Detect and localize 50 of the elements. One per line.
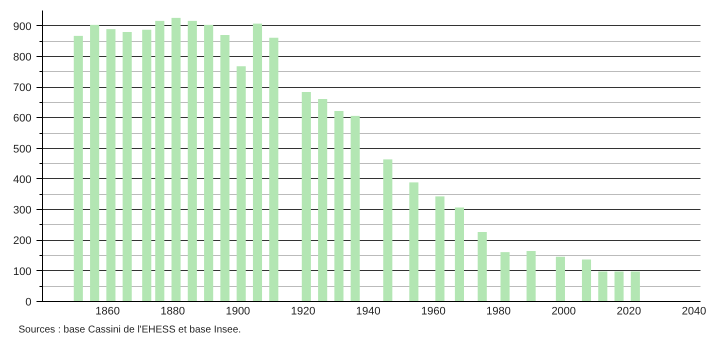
bar bbox=[435, 196, 444, 302]
y-tick-label: 0 bbox=[25, 296, 32, 308]
y-tick-label: 600 bbox=[13, 112, 32, 125]
bar bbox=[318, 99, 328, 302]
bar bbox=[142, 30, 152, 302]
x-tick-label: 1980 bbox=[486, 306, 511, 318]
x-tick-label: 2020 bbox=[616, 306, 642, 318]
bar bbox=[171, 18, 181, 302]
bar bbox=[500, 252, 510, 302]
source-note: Sources : base Cassini de l'EHESS et base Insee. bbox=[18, 324, 242, 336]
bar bbox=[252, 24, 262, 302]
y-tick-label: 700 bbox=[13, 82, 32, 94]
x-tick-label: 1920 bbox=[290, 306, 316, 318]
bar bbox=[350, 116, 360, 302]
bar bbox=[269, 38, 278, 302]
y-tick-label: 300 bbox=[13, 204, 32, 217]
bar bbox=[122, 32, 132, 302]
bar bbox=[188, 20, 197, 302]
x-tick-label: 1900 bbox=[226, 306, 250, 318]
bar bbox=[106, 29, 116, 302]
x-tick-label: 2000 bbox=[551, 306, 576, 318]
bar bbox=[598, 271, 608, 302]
y-tick-label: 500 bbox=[13, 143, 32, 156]
x-tick-label: 1860 bbox=[95, 306, 120, 318]
bar bbox=[155, 20, 164, 302]
y-tick-label: 900 bbox=[13, 20, 32, 33]
y-tick-label: 400 bbox=[13, 174, 32, 186]
bar bbox=[478, 232, 487, 302]
x-tick-label: 2040 bbox=[682, 306, 706, 318]
bar bbox=[556, 256, 565, 302]
x-tick-label: 1940 bbox=[356, 306, 380, 318]
bar bbox=[236, 66, 246, 302]
bar bbox=[614, 271, 624, 302]
bar bbox=[204, 24, 214, 302]
y-tick-label: 800 bbox=[13, 51, 32, 64]
bar bbox=[220, 35, 230, 302]
bar bbox=[302, 92, 311, 302]
y-tick-label: 100 bbox=[13, 266, 32, 278]
bar bbox=[454, 207, 464, 302]
bar bbox=[582, 260, 592, 302]
bar bbox=[526, 250, 536, 302]
x-tick-label: 1960 bbox=[421, 306, 446, 318]
bar bbox=[90, 24, 100, 302]
bar bbox=[334, 110, 344, 302]
y-tick-label: 200 bbox=[13, 235, 32, 248]
bar bbox=[409, 182, 418, 302]
x-tick-label: 1880 bbox=[160, 306, 186, 318]
bar bbox=[74, 36, 83, 302]
bar bbox=[630, 271, 640, 302]
bar bbox=[383, 159, 392, 302]
